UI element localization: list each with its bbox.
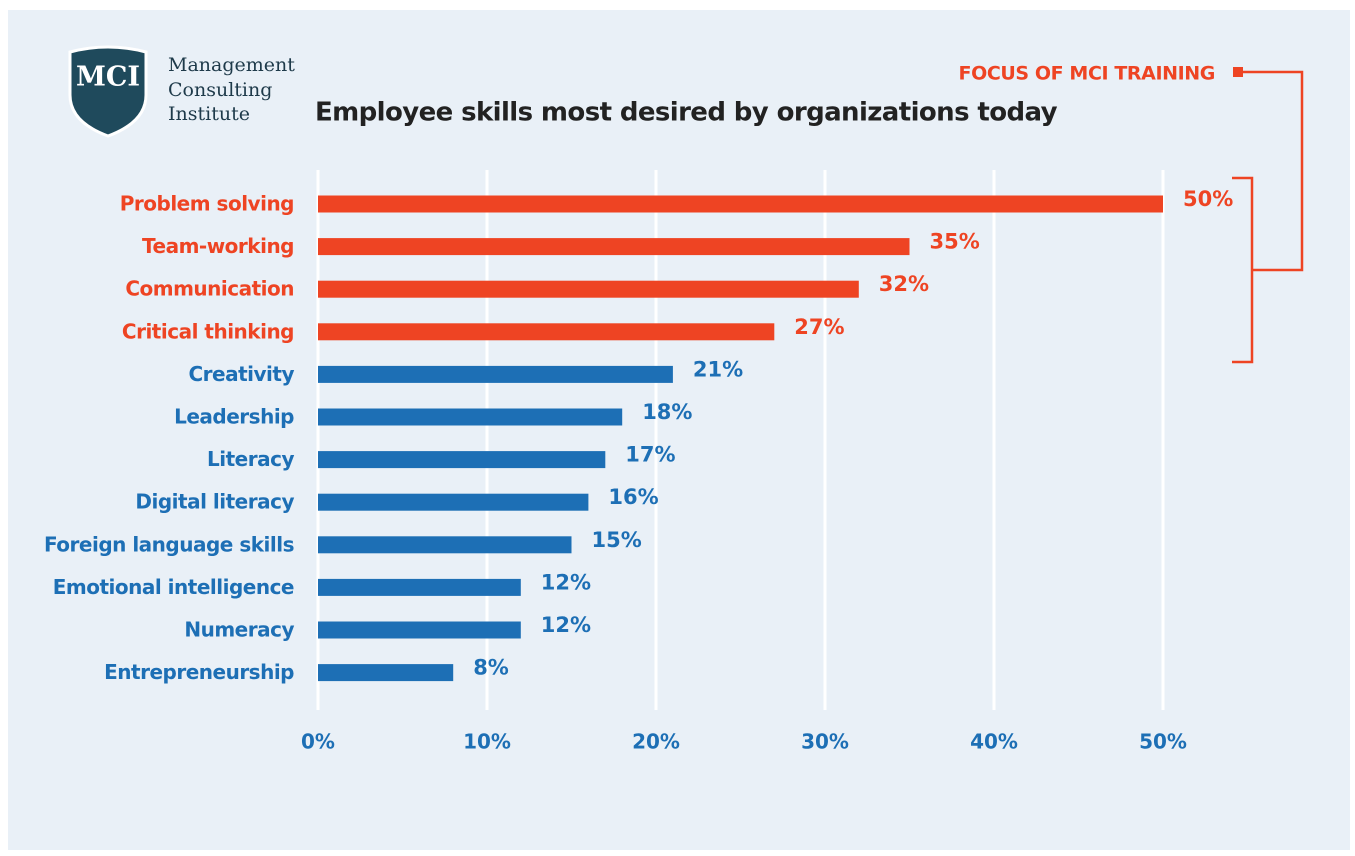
category-label: Numeracy <box>184 618 294 642</box>
category-label: Emotional intelligence <box>53 575 294 599</box>
x-tick-label: 40% <box>970 730 1018 754</box>
category-label: Literacy <box>207 447 294 471</box>
value-label: 15% <box>592 528 642 552</box>
value-label: 12% <box>541 570 591 594</box>
category-label: Foreign language skills <box>44 532 294 556</box>
value-label: 35% <box>930 230 980 254</box>
category-label: Problem solving <box>120 192 294 216</box>
bar <box>318 664 454 682</box>
value-label: 16% <box>608 485 658 509</box>
category-label: Entrepreneurship <box>104 660 294 684</box>
value-label: 50% <box>1183 187 1233 211</box>
category-label: Digital literacy <box>135 490 294 514</box>
category-label: Communication <box>125 277 294 301</box>
bar <box>318 578 521 596</box>
category-label: Critical thinking <box>122 319 294 343</box>
category-label: Leadership <box>174 405 294 429</box>
bar <box>318 280 859 298</box>
background <box>8 10 1350 850</box>
bar <box>318 195 1163 213</box>
bar <box>318 408 623 426</box>
logo-text: Management <box>168 54 295 76</box>
bar <box>318 621 521 639</box>
bracket <box>1232 70 1304 364</box>
value-label: 27% <box>794 315 844 339</box>
logo-mark: MCI <box>76 62 140 93</box>
value-label: 21% <box>693 357 743 381</box>
bar <box>318 536 572 554</box>
value-label: 32% <box>879 272 929 296</box>
annotation-marker <box>1233 67 1243 77</box>
category-label: Creativity <box>188 362 294 386</box>
chart-title: Employee skills most desired by organiza… <box>315 98 1058 128</box>
logo-text: Institute <box>168 103 250 125</box>
value-label: 18% <box>642 400 692 424</box>
x-tick-label: 0% <box>301 730 335 754</box>
bar <box>318 451 606 469</box>
category-label: Team-working <box>142 234 294 258</box>
annotation: FOCUS OF MCI TRAINING <box>958 63 1215 85</box>
x-tick-label: 30% <box>801 730 849 754</box>
logo-shield <box>68 45 148 138</box>
value-label: 8% <box>473 656 509 680</box>
value-label: 17% <box>625 443 675 467</box>
x-tick-label: 10% <box>463 730 511 754</box>
bar <box>318 238 910 256</box>
bar <box>318 365 673 383</box>
logo-text: Consulting <box>168 79 272 101</box>
x-tick-label: 50% <box>1139 730 1187 754</box>
bar <box>318 323 775 341</box>
bar <box>318 493 589 511</box>
x-tick-label: 20% <box>632 730 680 754</box>
value-label: 12% <box>541 613 591 637</box>
